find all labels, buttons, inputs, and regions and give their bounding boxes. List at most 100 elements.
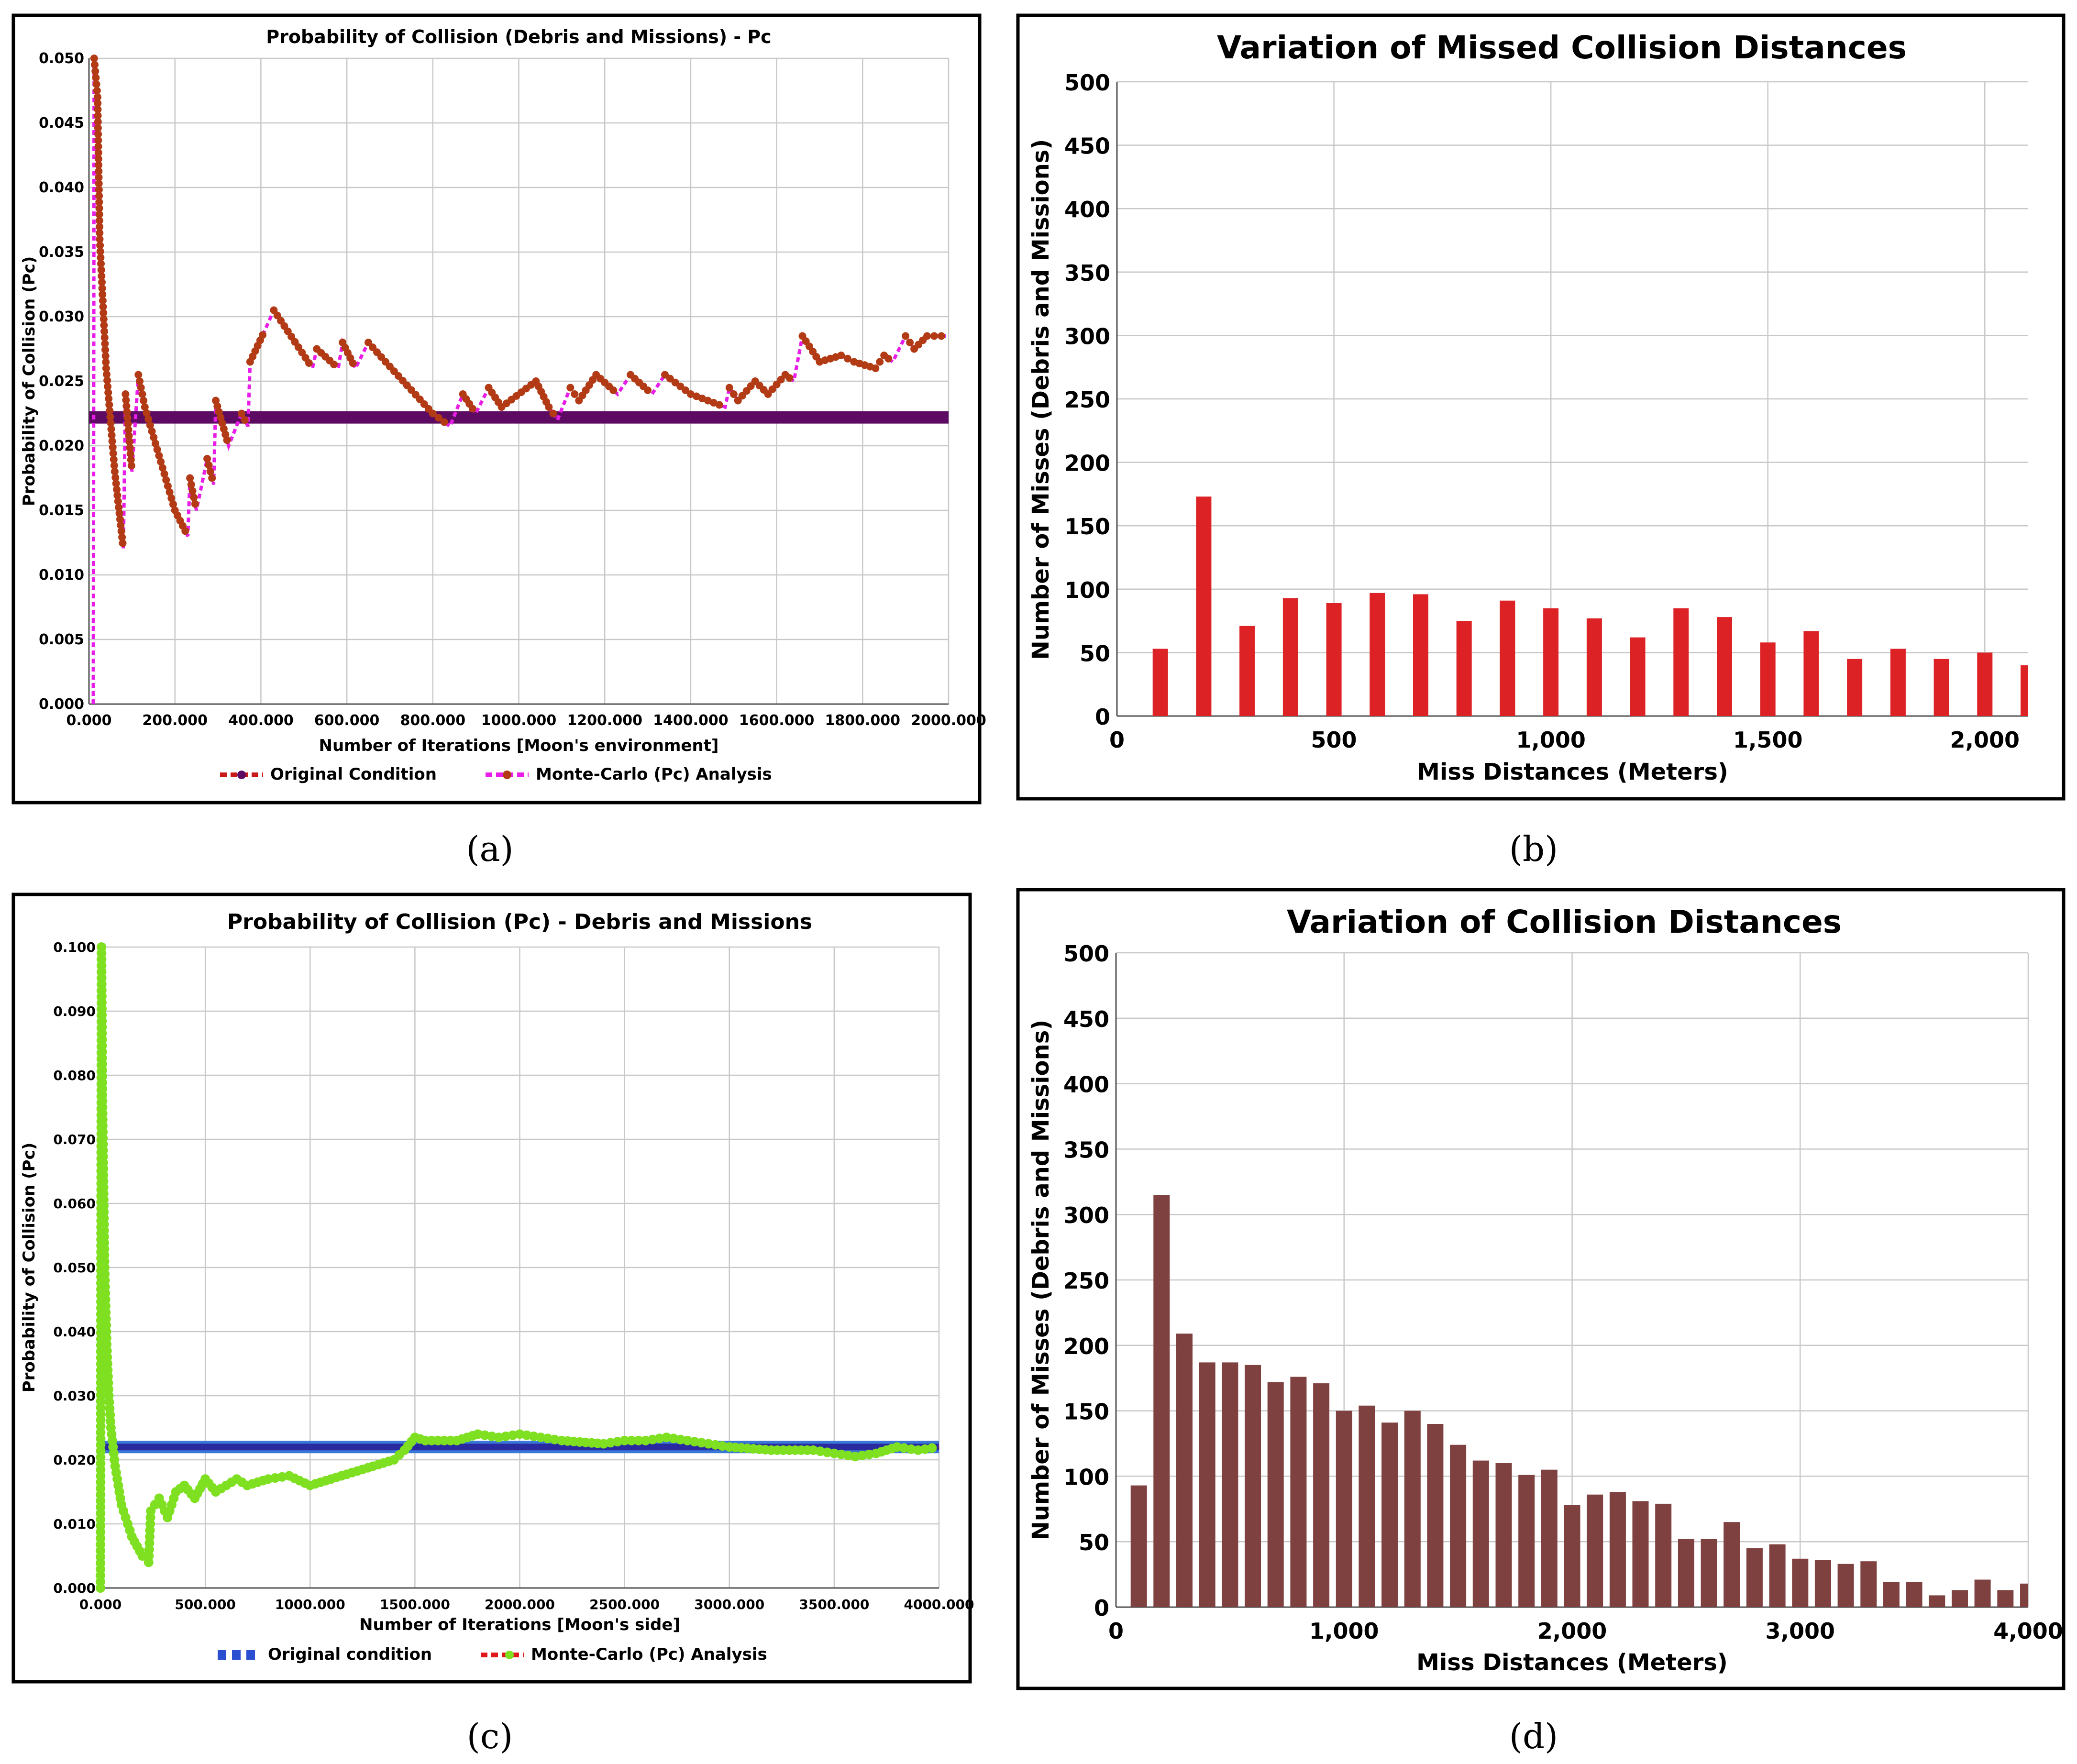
monte-carlo-marker xyxy=(305,359,313,367)
monte-carlo-marker xyxy=(95,204,103,212)
monte-carlo-marker xyxy=(94,143,102,151)
monte-carlo-marker xyxy=(181,527,189,535)
monte-carlo-marker xyxy=(119,539,127,547)
bar xyxy=(1313,1383,1330,1607)
y-tick-label: 0 xyxy=(1094,1595,1109,1621)
monte-carlo-marker xyxy=(110,468,119,475)
monte-carlo-marker xyxy=(96,229,104,237)
y-tick-label: 0.060 xyxy=(53,1196,96,1212)
bar xyxy=(1370,593,1385,716)
monte-carlo-marker xyxy=(627,1435,637,1445)
monte-carlo-marker xyxy=(96,235,104,243)
monte-carlo-marker xyxy=(108,431,116,439)
legend-swatch-monte-carlo-marker xyxy=(503,771,511,779)
monte-carlo-marker xyxy=(100,327,109,335)
monte-carlo-marker xyxy=(100,321,108,329)
monte-carlo-marker xyxy=(124,426,133,434)
monte-carlo-marker xyxy=(729,390,738,398)
monte-carlo-marker xyxy=(162,476,170,484)
monte-carlo-marker xyxy=(94,93,101,101)
monte-carlo-marker xyxy=(99,297,107,305)
bar xyxy=(1929,1595,1945,1607)
y-tick-label: 0.035 xyxy=(39,244,84,261)
monte-carlo-marker xyxy=(709,399,718,407)
legend-swatch-monte-carlo-marker xyxy=(505,1651,514,1659)
monte-carlo-marker xyxy=(152,440,159,448)
monte-carlo-marker xyxy=(110,455,118,463)
monte-carlo-marker xyxy=(94,130,102,138)
bar xyxy=(1427,1424,1444,1607)
y-tick-label: 0.015 xyxy=(39,502,84,519)
monte-carlo-marker xyxy=(349,359,357,367)
bar xyxy=(1500,600,1515,716)
bar xyxy=(1630,637,1646,716)
bar xyxy=(1196,496,1212,716)
monte-carlo-marker xyxy=(107,425,115,433)
bar xyxy=(1609,1492,1626,1607)
monte-carlo-marker xyxy=(106,413,114,421)
monte-carlo-marker xyxy=(158,464,166,472)
monte-carlo-marker xyxy=(137,384,145,392)
monte-carlo-marker xyxy=(105,401,113,409)
bar xyxy=(1290,1377,1307,1607)
monte-carlo-marker xyxy=(872,364,880,372)
bar xyxy=(1359,1405,1375,1607)
legend-label-monte-carlo: Monte-Carlo (Pc) Analysis xyxy=(531,1645,767,1664)
monte-carlo-marker xyxy=(125,438,133,446)
x-tick-label: 1200.000 xyxy=(567,712,642,729)
monte-carlo-marker xyxy=(118,533,126,541)
monte-carlo-marker xyxy=(115,509,123,518)
monte-carlo-marker xyxy=(140,397,148,405)
y-tick-label: 50 xyxy=(1079,1530,1109,1555)
x-tick-label: 4000.000 xyxy=(904,1597,974,1612)
monte-carlo-marker xyxy=(566,384,574,392)
monte-carlo-marker xyxy=(108,437,116,445)
monte-carlo-marker xyxy=(104,388,112,397)
monte-carlo-marker xyxy=(98,284,106,292)
y-axis-label: Probability of Collision (Pc) xyxy=(20,256,39,507)
monte-carlo-marker xyxy=(96,223,104,231)
monte-carlo-marker xyxy=(134,371,143,379)
monte-carlo-marker xyxy=(99,315,108,323)
chart-b: 0 50 100 150 200 250 300 350 400 450 500 0 500 1,000 1… xyxy=(1027,29,2028,785)
monte-carlo-marker xyxy=(644,386,652,394)
monte-carlo-marker xyxy=(91,67,99,75)
monte-carlo-marker xyxy=(843,354,851,363)
monte-carlo-marker xyxy=(110,462,118,470)
bar xyxy=(1847,659,1863,716)
monte-carlo-marker xyxy=(938,332,945,340)
caption-b: (b) xyxy=(1509,829,1558,869)
y-tick-label: 0.050 xyxy=(53,1260,96,1276)
chart-title: Variation of Collision Distances xyxy=(1287,904,1842,940)
monte-carlo-marker xyxy=(90,55,98,62)
bar xyxy=(1176,1334,1193,1607)
monte-carlo-marker xyxy=(160,470,168,478)
y-tick-label: 0.100 xyxy=(53,939,96,955)
chart-title: Probability of Collision (Debris and Mis… xyxy=(266,26,771,47)
y-tick-label: 200 xyxy=(1063,1334,1109,1359)
bar xyxy=(1543,608,1559,716)
monte-carlo-marker xyxy=(190,494,198,501)
x-tick-label: 1,500 xyxy=(1733,727,1803,753)
monte-carlo-marker xyxy=(277,1472,287,1482)
monte-carlo-marker xyxy=(902,332,910,340)
bar xyxy=(2020,1583,2028,1607)
y-tick-label: 0.020 xyxy=(39,438,84,454)
monte-carlo-marker xyxy=(157,458,165,466)
x-tick-label: 2000.000 xyxy=(485,1597,555,1612)
monte-carlo-marker xyxy=(619,1435,630,1445)
x-tick-label: 3500.000 xyxy=(799,1597,869,1612)
x-tick-label: 500.000 xyxy=(175,1597,236,1612)
y-tick-label: 300 xyxy=(1063,1202,1109,1228)
y-tick-label: 0.025 xyxy=(39,373,84,390)
monte-carlo-marker xyxy=(122,402,131,410)
monte-carlo-marker xyxy=(97,254,105,262)
monte-carlo-marker xyxy=(117,527,125,535)
bar xyxy=(1977,652,1993,716)
monte-carlo-marker xyxy=(143,409,151,417)
bar xyxy=(1404,1411,1421,1607)
monte-carlo-marker xyxy=(95,186,103,194)
monte-carlo-marker xyxy=(111,474,120,482)
bar xyxy=(1678,1539,1694,1607)
bar xyxy=(1883,1582,1900,1607)
